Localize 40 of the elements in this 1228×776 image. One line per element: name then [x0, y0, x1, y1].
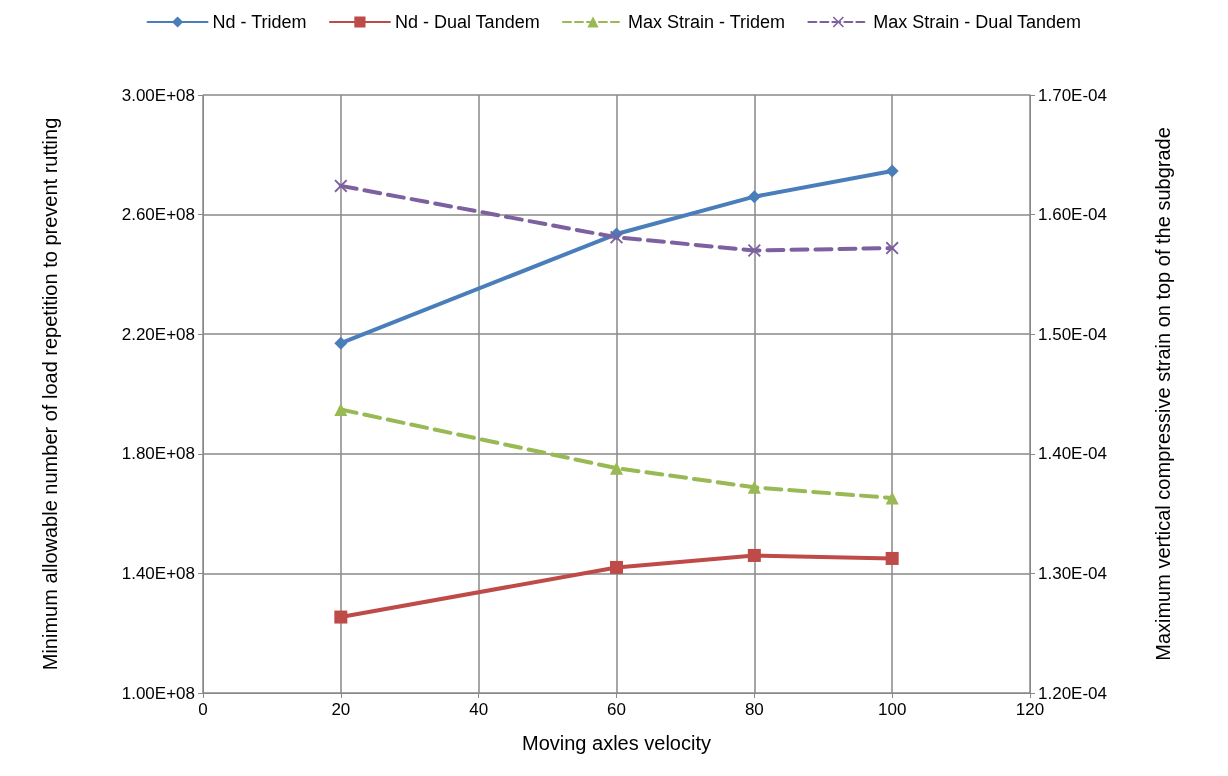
legend-label: Max Strain - Tridem [627, 12, 786, 32]
y-axis-title: Minimum allowable number of load repetition to prevent rutting [39, 117, 61, 671]
y2-tick-label: 1.20E-04 [1038, 683, 1107, 703]
point [610, 560, 623, 574]
x-tick-label: 60 [607, 700, 626, 719]
y-tick-label: 1.00E+08 [121, 683, 195, 703]
y-tick-label: 3.00E+08 [121, 85, 195, 105]
point [610, 461, 623, 475]
point [747, 190, 761, 204]
y2-tick-label: 1.40E-04 [1038, 444, 1107, 464]
y-tick-label: 2.20E+08 [121, 324, 195, 344]
legend-label: Max Strain - Dual Tandem [873, 12, 1082, 32]
y2-tick-label: 1.30E-04 [1038, 563, 1107, 583]
point [885, 551, 899, 565]
x-axis-title: Moving axles velocity [522, 732, 711, 754]
legend-label: Nd - Dual Tandem [394, 12, 540, 32]
x-tick-label: 80 [744, 700, 764, 719]
point [334, 336, 348, 350]
y2-axis-title: Maximum vertical compressive strain on top of the subgrade [1152, 127, 1174, 661]
legend-label: Nd - Tridem [212, 12, 307, 32]
x-tick-label: 120 [1015, 700, 1045, 719]
y2-tick-label: 1.60E-04 [1038, 205, 1107, 225]
point [334, 610, 348, 624]
point [334, 403, 348, 417]
x-tick-label: 0 [198, 700, 208, 719]
point [334, 179, 348, 193]
y2-tick-label: 1.50E-04 [1038, 324, 1107, 344]
point [885, 241, 899, 255]
y-tick-label: 2.60E+08 [121, 205, 195, 225]
x-tick-label: 40 [469, 700, 489, 719]
x-tick-label: 20 [331, 700, 351, 719]
point [747, 480, 761, 494]
y-tick-label: 1.80E+08 [121, 444, 195, 464]
y2-tick-label: 1.70E-04 [1038, 85, 1107, 105]
point [747, 548, 761, 562]
y-tick-label: 1.40E+08 [121, 563, 195, 583]
point [747, 243, 761, 257]
x-tick-label: 100 [877, 700, 907, 719]
point [885, 491, 899, 505]
point [885, 164, 899, 178]
